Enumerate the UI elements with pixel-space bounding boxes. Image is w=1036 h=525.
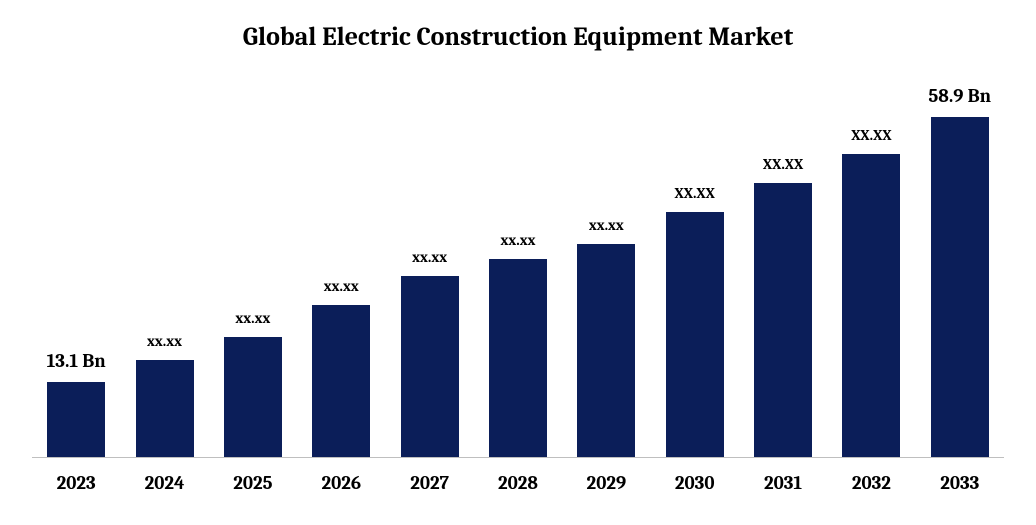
- bar-value-label: xx.xx: [412, 248, 447, 266]
- bar-value-label: 13.1 Bn: [47, 350, 106, 372]
- bar-slot: xx.xx: [562, 88, 650, 458]
- x-axis-label: 2025: [233, 472, 272, 494]
- x-axis-label: 2031: [764, 472, 802, 494]
- bar: [666, 212, 724, 458]
- plot-area: 13.1 Bn xx.xx xx.xx xx.xx xx.xx xx.xx xx.xx XX.…: [32, 88, 1004, 458]
- bar-value-label: xx.xx: [589, 216, 624, 234]
- bar-slot: xx.xx: [385, 88, 473, 458]
- bar-value-label: xx.xx: [500, 231, 535, 249]
- bar-value-label: xx.xx: [324, 277, 359, 295]
- x-axis-label: 2030: [675, 472, 715, 494]
- x-axis-label: 2033: [940, 472, 979, 494]
- x-axis-label: 2028: [498, 472, 538, 494]
- bar-slot: XX.XX: [827, 88, 915, 458]
- bar: [47, 382, 105, 458]
- bar: [754, 183, 812, 458]
- x-axis-label: 2023: [57, 472, 96, 494]
- bar-slot: XX.XX: [651, 88, 739, 458]
- bar: [224, 337, 282, 458]
- chart-container: Global Electric Construction Equipment M…: [0, 0, 1036, 525]
- x-axis-baseline: [32, 457, 1004, 458]
- bar: [842, 154, 900, 458]
- bar: [401, 276, 459, 458]
- bar: [577, 244, 635, 458]
- chart-title: Global Electric Construction Equipment M…: [0, 22, 1036, 52]
- bar-slot: xx.xx: [120, 88, 208, 458]
- x-axis-label: 2029: [587, 472, 627, 494]
- bar-value-label: xx.xx: [235, 309, 270, 327]
- x-axis-label: 2024: [145, 472, 185, 494]
- bar-value-label: xx.xx: [147, 332, 182, 350]
- bar: [136, 360, 194, 458]
- bar-slot: 58.9 Bn: [916, 88, 1004, 458]
- bar-value-label: XX.XX: [763, 155, 803, 173]
- bar-slot: xx.xx: [297, 88, 385, 458]
- bars-group: 13.1 Bn xx.xx xx.xx xx.xx xx.xx xx.xx xx.xx XX.…: [32, 88, 1004, 458]
- bar-value-label: XX.XX: [674, 184, 714, 202]
- bar-value-label: 58.9 Bn: [928, 85, 991, 107]
- x-axis-label: 2026: [321, 472, 361, 494]
- bar-slot: 13.1 Bn: [32, 88, 120, 458]
- bar: [489, 259, 547, 458]
- bar-slot: XX.XX: [739, 88, 827, 458]
- x-axis-label: 2032: [852, 472, 891, 494]
- bar: [931, 117, 989, 458]
- bar-value-label: XX.XX: [851, 126, 891, 144]
- x-axis-label: 2027: [410, 472, 449, 494]
- bar-slot: xx.xx: [474, 88, 562, 458]
- bar: [312, 305, 370, 458]
- bar-slot: xx.xx: [209, 88, 297, 458]
